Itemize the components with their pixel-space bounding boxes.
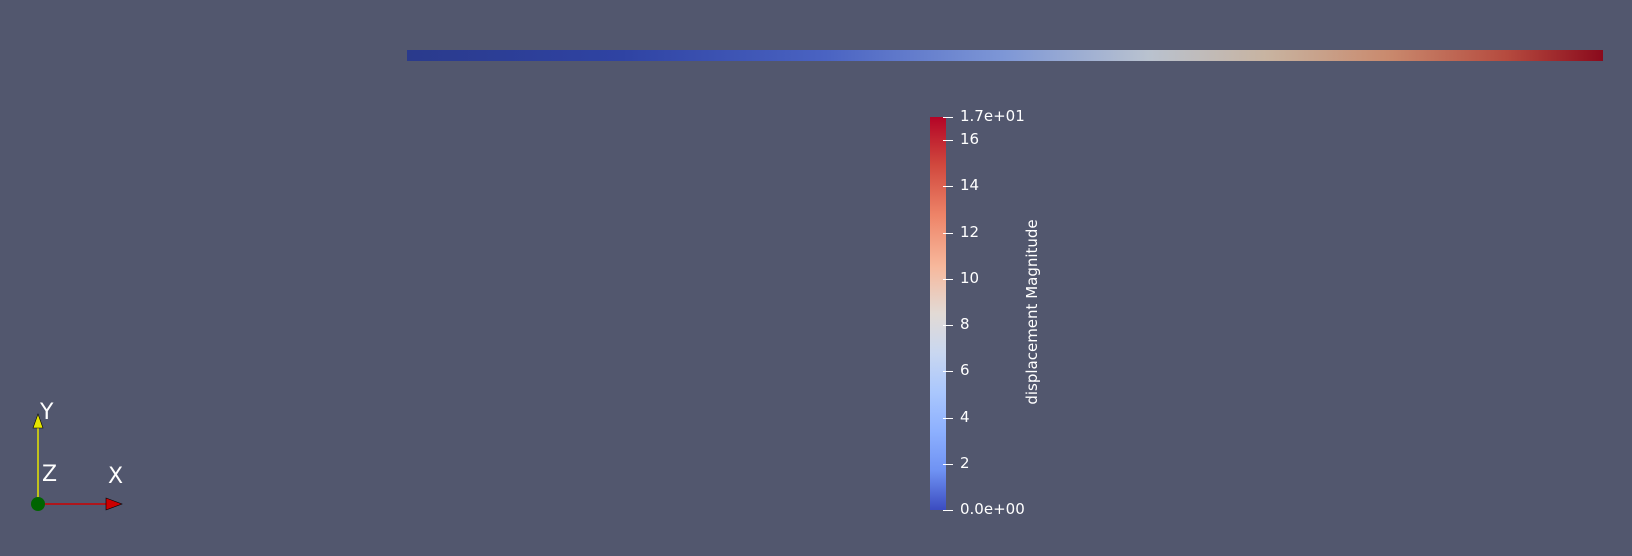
scalar-bar-tick-label: 16	[960, 130, 980, 149]
scalar-bar-tick	[943, 371, 953, 373]
z-axis-label: Z	[42, 462, 58, 487]
scalar-bar-tick	[943, 417, 953, 419]
scalar-bar-tick-label: 8	[960, 315, 970, 334]
scalar-bar-tick-label: 2	[960, 453, 970, 472]
scalar-bar-tick	[943, 510, 953, 511]
z-axis-dot-icon	[31, 497, 45, 511]
y-axis-label: Y	[40, 400, 54, 425]
scalar-bar-tick-label: 10	[960, 268, 980, 287]
scalar-bar-tick-label: 6	[960, 361, 970, 380]
scalar-bar-tick	[943, 232, 953, 234]
scalar-bar-tick-label: 12	[960, 222, 980, 241]
scalar-bar-tick	[943, 463, 953, 465]
axes-triad-graphic	[31, 413, 123, 511]
scalar-bar-tick-label: 4	[960, 407, 970, 426]
x-axis-label: X	[108, 464, 124, 489]
scalar-bar-title: displacement Magnitude	[1023, 219, 1041, 405]
scalar-bar-tick	[943, 186, 953, 188]
scalar-bar-tick-label: 14	[960, 176, 980, 195]
scalar-bar-colorbar[interactable]	[930, 117, 946, 510]
y-axis-arrow-icon	[32, 413, 44, 429]
orientation-axes-widget: Y Z X	[0, 400, 160, 530]
scalar-bar-tick-label: 0.0e+00	[960, 500, 1025, 518]
scalar-bar-tick	[943, 140, 953, 142]
scalar-bar-tick	[943, 117, 953, 118]
scalar-bar-tick-label: 1.7e+01	[960, 107, 1025, 125]
x-axis-arrow-icon	[105, 497, 123, 511]
scalar-bar-tick	[943, 325, 953, 327]
scalar-bar-tick	[943, 278, 953, 280]
deformed-beam-mesh[interactable]	[407, 50, 1603, 61]
